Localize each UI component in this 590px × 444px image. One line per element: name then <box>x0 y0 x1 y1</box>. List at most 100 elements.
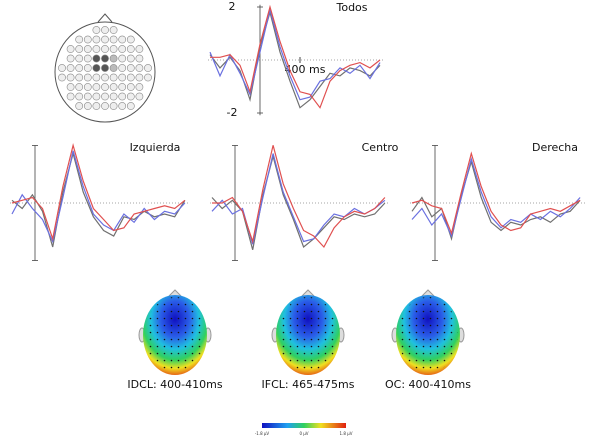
waveform <box>11 151 186 248</box>
electrodes <box>398 297 458 373</box>
nose <box>168 289 182 297</box>
electrode <box>92 45 101 53</box>
map-label: IFCL: 465-475ms <box>262 378 355 391</box>
colorbar-label: -1.8 µV <box>255 431 270 436</box>
electrode <box>66 64 75 72</box>
electrode <box>92 73 101 82</box>
electrode <box>109 35 118 44</box>
waveform <box>411 151 581 236</box>
waveform <box>212 145 386 249</box>
electrode <box>66 83 75 91</box>
waveform <box>209 10 381 109</box>
electrode <box>101 45 109 53</box>
electrode <box>118 102 127 110</box>
nose <box>301 289 315 297</box>
chart-title: Izquierda <box>130 141 181 154</box>
waveform <box>411 156 581 238</box>
y-tick-label: -2 <box>227 106 238 119</box>
colorbar-label: 0 µV <box>299 431 308 436</box>
electrode <box>75 64 84 72</box>
electrode <box>118 64 127 72</box>
electrode <box>109 54 118 63</box>
electrode <box>135 54 144 63</box>
electrode <box>75 54 84 63</box>
waveform <box>211 153 386 245</box>
chart-title: Todos <box>335 1 367 14</box>
electrode <box>83 83 92 91</box>
electrode <box>126 102 135 110</box>
electrode <box>66 45 75 53</box>
electrode <box>58 73 66 82</box>
electrode <box>101 26 109 34</box>
electrodes <box>278 297 338 373</box>
electrode <box>66 92 75 101</box>
electrode <box>66 54 75 63</box>
map-label: OC: 400-410ms <box>385 378 471 391</box>
annotation: 400 ms <box>285 63 326 76</box>
electrode <box>75 35 84 44</box>
electrode <box>144 64 152 72</box>
electrode <box>58 64 66 72</box>
electrodes <box>145 297 205 373</box>
electrode-montage <box>54 13 156 123</box>
electrode <box>101 54 109 63</box>
electrode <box>92 83 101 91</box>
nose <box>421 289 435 297</box>
electrode <box>109 92 118 101</box>
electrode <box>75 73 84 82</box>
electrode <box>92 54 101 63</box>
electrode <box>135 73 144 82</box>
electrode <box>101 83 109 91</box>
electrode <box>92 26 101 34</box>
electrode <box>83 35 92 44</box>
electrode <box>101 92 109 101</box>
electrode <box>83 92 92 101</box>
electrode <box>135 64 144 72</box>
electrode <box>92 35 101 44</box>
electrode <box>75 45 84 53</box>
electrode <box>92 92 101 101</box>
map-label: IDCL: 400-410ms <box>127 378 222 391</box>
waveform <box>210 4 381 109</box>
electrode <box>92 64 101 72</box>
waveform <box>11 142 186 242</box>
electrode <box>118 54 127 63</box>
electrode <box>126 54 135 63</box>
electrode <box>126 92 135 101</box>
electrode <box>109 45 118 53</box>
waveform <box>209 9 381 101</box>
electrode <box>66 73 75 82</box>
electrode <box>126 35 135 44</box>
electrode <box>109 64 118 72</box>
y-tick-label: 2 <box>229 0 236 13</box>
colorbar-label: 1.8 µV <box>340 431 353 436</box>
electrode <box>126 73 135 82</box>
electrode <box>126 45 135 53</box>
electrode <box>75 83 84 91</box>
electrode <box>126 83 135 91</box>
electrode <box>101 73 109 82</box>
electrode <box>118 92 127 101</box>
electrode <box>83 64 92 72</box>
chart-title: Derecha <box>532 141 578 154</box>
electrode <box>83 102 92 110</box>
electrode <box>118 83 127 91</box>
electrode <box>135 83 144 91</box>
electrode <box>109 26 118 34</box>
electrode <box>92 102 101 110</box>
electrode <box>144 73 152 82</box>
chart-title: Centro <box>362 141 399 154</box>
electrode <box>109 102 118 110</box>
topographic-maps <box>138 289 465 375</box>
electrode <box>75 92 84 101</box>
electrode <box>75 102 84 110</box>
electrode <box>109 73 118 82</box>
electrode <box>83 45 92 53</box>
electrode <box>135 45 144 53</box>
electrode <box>126 64 135 72</box>
electrode <box>101 35 109 44</box>
electrode <box>101 102 109 110</box>
electrode <box>83 73 92 82</box>
waveform <box>11 150 186 244</box>
electrode <box>118 45 127 53</box>
